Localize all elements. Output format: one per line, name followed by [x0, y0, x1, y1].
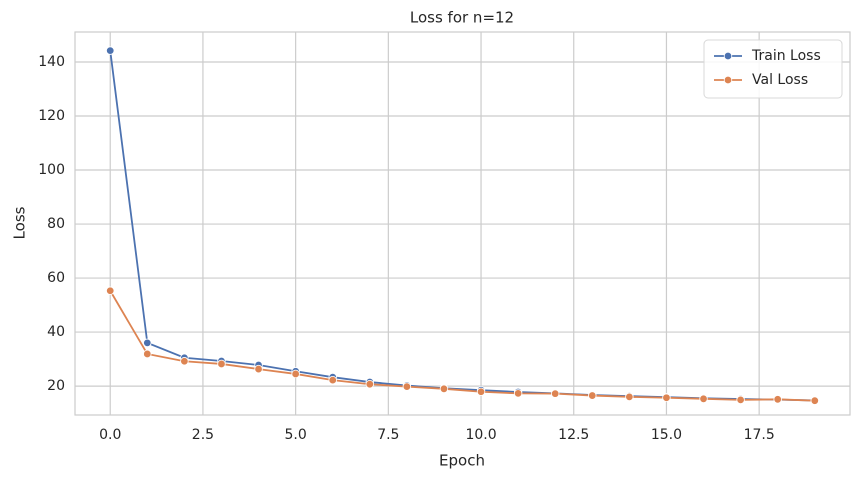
- chart-title: Loss for n=12: [410, 9, 514, 27]
- y-tick-label: 80: [47, 216, 65, 232]
- data-point: [810, 396, 819, 405]
- data-point: [513, 389, 523, 398]
- data-point: [143, 338, 152, 348]
- x-tick-label: 12.5: [558, 427, 589, 443]
- series-line: [109, 50, 815, 402]
- legend-label: Train Loss: [751, 48, 821, 64]
- legend-box: [703, 39, 843, 99]
- x-tick-label: 5.0: [285, 427, 307, 443]
- x-tick-label: 15.0: [651, 427, 682, 443]
- y-tick-label: 20: [47, 378, 65, 394]
- y-tick-label: 100: [38, 162, 65, 178]
- x-tick-label: 10.0: [465, 427, 496, 443]
- data-point: [476, 387, 486, 396]
- data-point: [439, 384, 449, 394]
- legend-marker: [723, 51, 733, 61]
- data-point: [365, 380, 374, 389]
- y-axis-label: Loss: [11, 206, 29, 239]
- data-point: [551, 389, 560, 398]
- data-point: [217, 359, 226, 369]
- data-point: [402, 382, 412, 391]
- data-point: [736, 395, 745, 405]
- y-tick-label: 60: [47, 270, 65, 286]
- plot-frame: [74, 31, 851, 416]
- series-line: [109, 290, 815, 402]
- data-point: [625, 392, 634, 402]
- data-point: [254, 364, 263, 374]
- y-tick-label: 120: [38, 108, 65, 124]
- data-point: [291, 369, 300, 379]
- y-tick-label: 40: [47, 324, 65, 340]
- data-point: [180, 357, 189, 366]
- data-point: [106, 286, 115, 295]
- x-tick-label: 0.0: [99, 427, 121, 443]
- x-tick-label: 7.5: [377, 427, 399, 443]
- data-point: [588, 391, 597, 400]
- data-point: [662, 393, 671, 402]
- legend-marker: [723, 75, 733, 85]
- data-point: [328, 375, 337, 385]
- x-tick-label: 2.5: [192, 427, 214, 443]
- data-point: [106, 46, 115, 55]
- data-point: [773, 395, 782, 404]
- data-point: [699, 394, 708, 403]
- data-point: [143, 349, 152, 359]
- x-axis-label: Epoch: [439, 452, 485, 470]
- y-tick-label: 140: [38, 54, 65, 70]
- legend-label: Val Loss: [752, 72, 808, 88]
- x-tick-label: 17.5: [744, 427, 775, 443]
